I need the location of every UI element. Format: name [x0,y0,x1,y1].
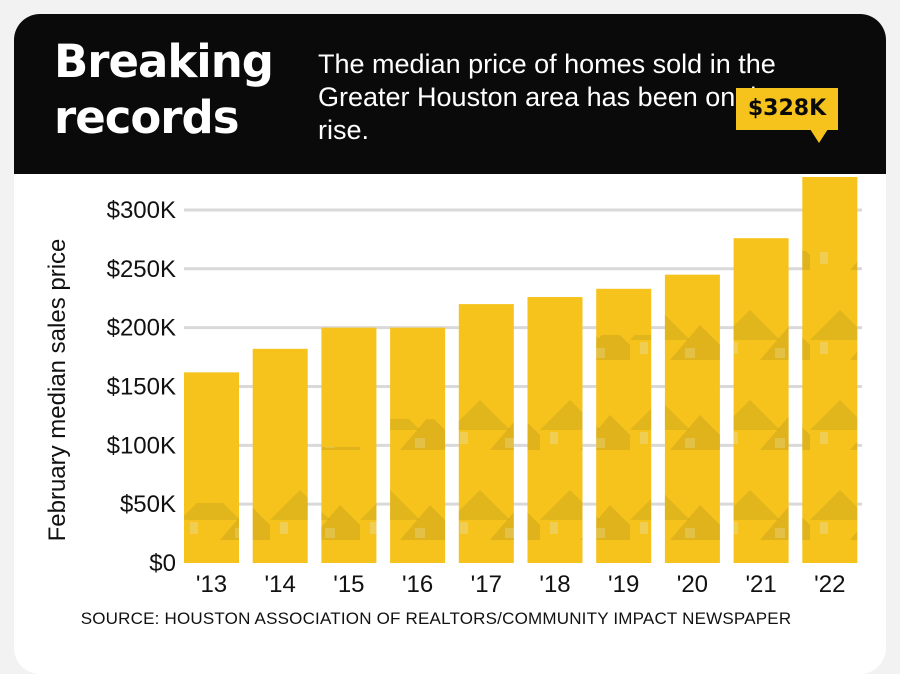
chart-title: Breaking records [54,34,274,146]
bar-chart: $0$50K$100K$150K$200K$250K$300K '13'14'1… [107,177,862,598]
y-tick-label: $200K [107,315,176,342]
y-tick-label: $150K [107,373,176,400]
x-tick-label: '22 [814,571,845,598]
y-tick-label: $100K [107,432,176,459]
title-line-1: Breaking [54,35,274,88]
x-tick-labels: '13 '14 '15 '16 '17 '18 '19 '20 '21 '22 [196,571,846,598]
bar-photo-texture [802,251,858,563]
bar-photo-texture [664,307,720,563]
x-tick-label: '13 [196,571,227,598]
x-tick-label: '18 [539,571,570,598]
bar-photo-texture [321,447,377,563]
source-note: SOURCE: HOUSTON ASSOCIATION OF REALTORS/… [80,609,792,628]
y-tick-label: $250K [107,256,176,283]
max-value-callout: $328K [736,88,838,130]
bars [184,177,858,563]
y-tick-labels: $0 $50K $100K $150K $200K $250K $300K [107,197,176,577]
x-tick-label: '14 [265,571,296,598]
bar-photo-texture [390,419,446,563]
chart-subtitle: The median price of homes sold in the Gr… [318,49,781,145]
y-tick-label: $300K [107,197,176,224]
x-tick-label: '16 [402,571,433,598]
y-tick-label: $0 [149,550,176,577]
bar-photo-texture [527,363,583,563]
bar-photo-texture [733,279,789,563]
bar-photo-texture [184,503,239,563]
callout-pointer [810,129,828,143]
title-line-2: records [54,91,239,144]
x-tick-label: '21 [745,571,776,598]
x-tick-label: '20 [677,571,708,598]
bar-photo-texture [458,391,514,563]
bar-photo-texture [596,335,652,563]
x-tick-label: '19 [608,571,639,598]
x-tick-label: '15 [333,571,364,598]
y-tick-label: $50K [120,491,176,518]
bar-photo-texture [252,475,308,563]
x-tick-label: '17 [471,571,502,598]
